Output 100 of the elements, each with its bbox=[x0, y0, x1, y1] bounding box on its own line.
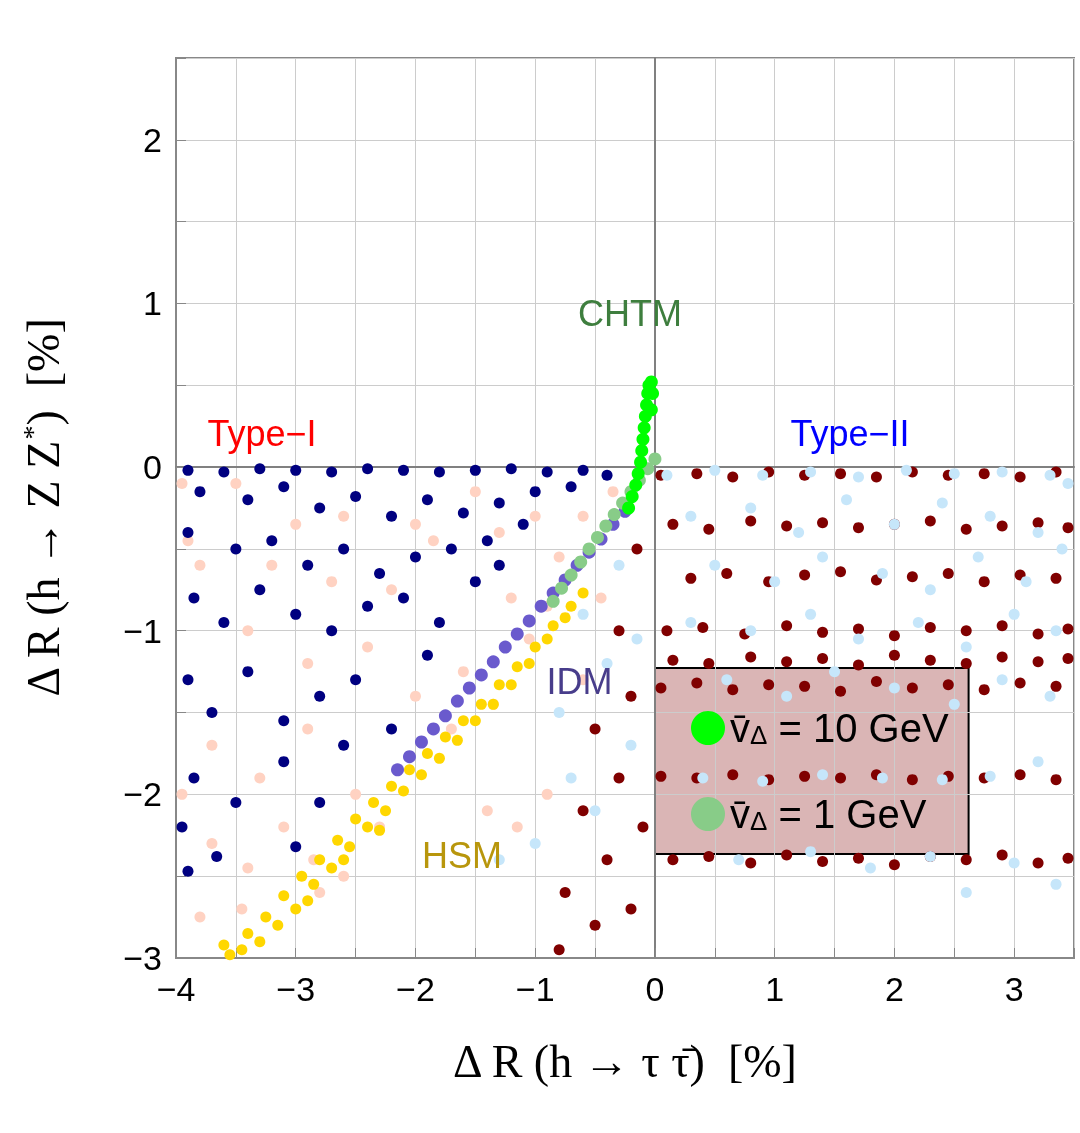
point bbox=[368, 797, 380, 809]
point bbox=[546, 594, 560, 608]
point bbox=[457, 666, 469, 678]
point bbox=[314, 854, 326, 866]
point bbox=[230, 477, 242, 489]
point bbox=[631, 467, 645, 481]
point bbox=[260, 911, 272, 923]
point bbox=[438, 709, 452, 723]
point bbox=[176, 477, 188, 489]
point bbox=[634, 455, 648, 469]
point bbox=[607, 486, 619, 498]
point bbox=[625, 490, 639, 504]
point bbox=[242, 625, 254, 637]
point bbox=[362, 821, 374, 833]
x-axis-title: Δ R (h → τ τ̄) [%] bbox=[453, 1035, 797, 1087]
point bbox=[350, 813, 362, 825]
point bbox=[386, 584, 398, 596]
point bbox=[511, 661, 523, 673]
point bbox=[462, 681, 476, 695]
point bbox=[493, 679, 505, 691]
point bbox=[555, 581, 569, 595]
point bbox=[409, 690, 421, 702]
point bbox=[296, 870, 308, 882]
point bbox=[577, 510, 589, 522]
point bbox=[457, 715, 469, 727]
point bbox=[636, 432, 650, 446]
point bbox=[595, 592, 607, 604]
point bbox=[522, 614, 536, 628]
point bbox=[236, 944, 248, 956]
legend-label: v̄Δ = 1 GeV bbox=[730, 792, 927, 836]
point bbox=[474, 668, 488, 682]
point bbox=[194, 911, 206, 923]
point bbox=[194, 559, 206, 571]
point bbox=[498, 640, 512, 654]
point bbox=[559, 612, 571, 624]
point bbox=[629, 478, 643, 492]
point bbox=[486, 655, 500, 669]
point bbox=[427, 535, 439, 547]
point bbox=[505, 592, 517, 604]
point bbox=[541, 633, 553, 645]
point bbox=[254, 936, 266, 948]
point bbox=[553, 551, 565, 563]
point bbox=[511, 821, 523, 833]
annotation: Type−II bbox=[790, 412, 910, 454]
point bbox=[290, 518, 302, 530]
y-axis-title: Δ R (h → Z Z*) [%] bbox=[16, 318, 69, 697]
x-tick-label: 1 bbox=[765, 970, 785, 1008]
point bbox=[344, 841, 356, 853]
point bbox=[338, 510, 350, 522]
point bbox=[206, 739, 218, 751]
point bbox=[242, 862, 254, 874]
point bbox=[607, 508, 621, 522]
x-tick-label: 0 bbox=[645, 970, 665, 1008]
point bbox=[439, 731, 451, 743]
point bbox=[590, 530, 604, 544]
point bbox=[635, 444, 649, 458]
point bbox=[403, 764, 415, 776]
point bbox=[278, 890, 290, 902]
point bbox=[332, 834, 344, 846]
point bbox=[278, 821, 290, 833]
point bbox=[326, 862, 338, 874]
point bbox=[637, 421, 651, 435]
point bbox=[314, 887, 326, 899]
point bbox=[450, 694, 464, 708]
point bbox=[426, 722, 440, 736]
y-tick-label: −2 bbox=[123, 775, 162, 814]
point bbox=[565, 600, 577, 612]
point bbox=[308, 878, 320, 890]
point bbox=[302, 895, 314, 907]
point bbox=[529, 510, 541, 522]
point bbox=[445, 723, 457, 735]
point bbox=[510, 627, 524, 641]
y-tick-label: 1 bbox=[143, 284, 162, 323]
point bbox=[224, 949, 236, 961]
point bbox=[541, 788, 553, 800]
point bbox=[599, 519, 613, 533]
point bbox=[326, 576, 338, 588]
point bbox=[380, 805, 392, 817]
point bbox=[302, 723, 314, 735]
x-tick-label: 3 bbox=[1004, 970, 1024, 1008]
x-tick-label: −3 bbox=[276, 970, 316, 1008]
point bbox=[206, 837, 218, 849]
point bbox=[577, 587, 589, 599]
point bbox=[290, 903, 302, 915]
point bbox=[415, 769, 427, 781]
point bbox=[338, 870, 350, 882]
point bbox=[469, 486, 481, 498]
y-tick-label: 0 bbox=[143, 448, 162, 487]
point bbox=[386, 780, 398, 792]
point bbox=[176, 788, 188, 800]
point bbox=[481, 805, 493, 817]
point bbox=[266, 559, 278, 571]
x-tick-label: −2 bbox=[396, 970, 435, 1008]
point bbox=[622, 501, 636, 515]
point bbox=[433, 752, 445, 764]
point bbox=[523, 633, 535, 645]
point bbox=[362, 641, 374, 653]
point bbox=[218, 939, 230, 951]
point bbox=[534, 599, 548, 613]
point bbox=[398, 785, 409, 797]
